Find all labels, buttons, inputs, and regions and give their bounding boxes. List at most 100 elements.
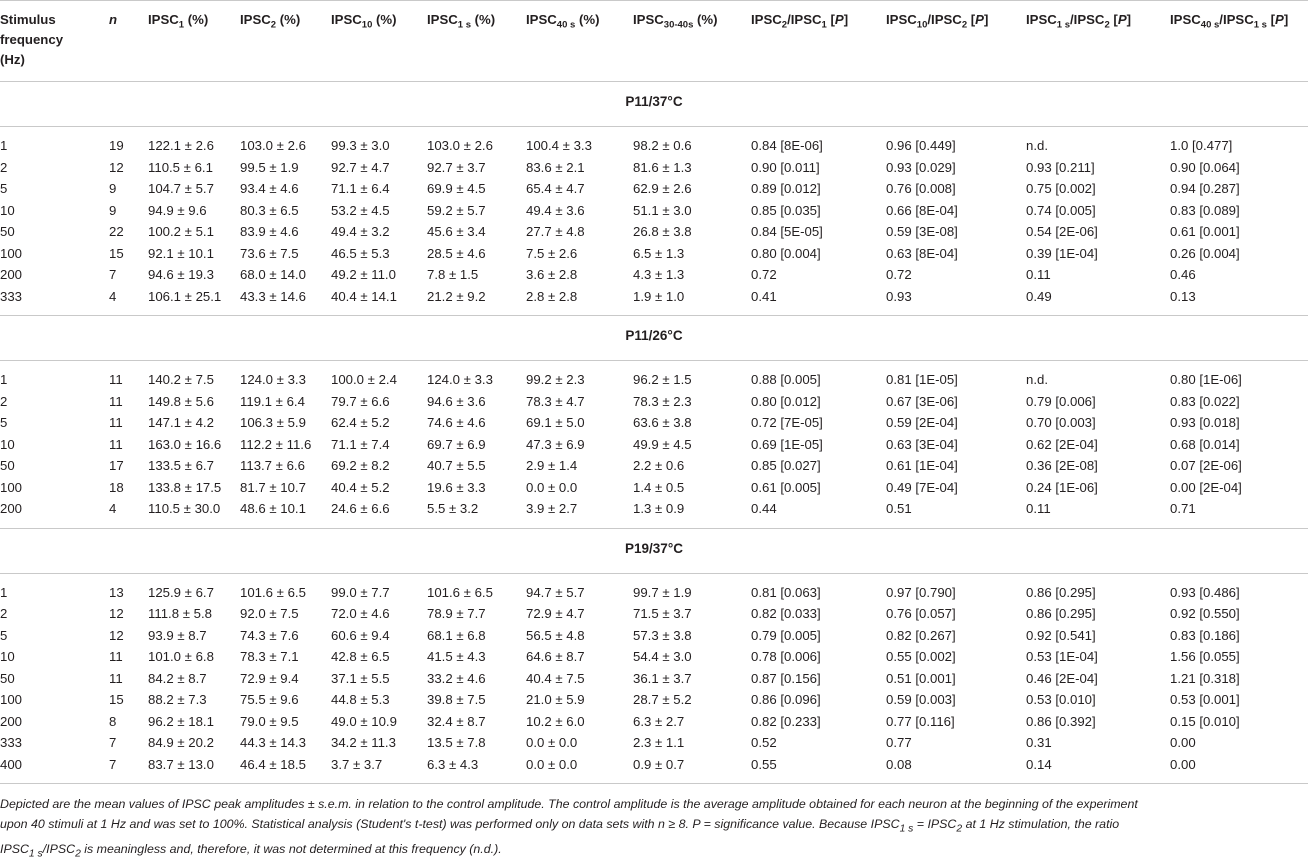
cell-ratio-10-2: 0.97 [0.790] [886, 584, 956, 600]
cell-ipsc1: 125.9 ± 6.7 [148, 584, 214, 600]
table-row: 200 4 110.5 ± 30.0 48.6 ± 10.1 24.6 ± 6.6 5.5… [0, 498, 1308, 520]
cell-frequency: 10 [0, 436, 15, 452]
cell-ratio-10-2: 0.76 [0.008] [886, 181, 956, 196]
cell-ratio-40s-1s: 0.83 [0.022] [1170, 393, 1240, 409]
cell-ipsc1s: 5.5 ± 3.2 [427, 501, 479, 516]
section-title: P19/37°C [0, 529, 1308, 574]
cell-ipsc40s: 65.4 ± 4.7 [526, 181, 585, 196]
cell-frequency: 5 [0, 415, 8, 430]
cell-ipsc1: 84.2 ± 8.7 [148, 670, 207, 686]
cell-n: 15 [109, 692, 124, 707]
cell-frequency: 100 [0, 479, 23, 495]
cell-ipsc30-40s: 0.9 ± 0.7 [633, 756, 685, 772]
cell-ipsc1s: 92.7 ± 3.7 [427, 159, 486, 175]
cell-ratio-1s-2: 0.79 [0.006] [1026, 393, 1096, 409]
cell-ipsc1s: 78.9 ± 7.7 [427, 606, 486, 621]
cell-ipsc2: 119.1 ± 6.4 [240, 393, 305, 409]
cell-ipsc10: 71.1 ± 6.4 [331, 181, 390, 196]
header-ratio-10-2: IPSC10/IPSC2 [P] [886, 12, 989, 31]
cell-n: 18 [109, 479, 124, 495]
table-body: P11/37°C 1 19 122.1 ± 2.6 103.0 ± 2.6 99.3 ± … [0, 82, 1308, 784]
cell-n: 7 [109, 756, 117, 772]
cell-ipsc30-40s: 4.3 ± 1.3 [633, 267, 685, 282]
cell-ipsc2: 44.3 ± 14.3 [240, 735, 306, 750]
cell-ratio-10-2: 0.49 [7E-04] [886, 479, 958, 495]
cell-frequency: 50 [0, 670, 15, 686]
cell-ratio-1s-2: 0.36 [2E-08] [1026, 458, 1098, 473]
cell-ipsc1s: 59.2 ± 5.7 [427, 202, 486, 218]
cell-ratio-40s-1s: 0.15 [0.010] [1170, 713, 1240, 729]
cell-ipsc40s: 21.0 ± 5.9 [526, 692, 585, 707]
cell-ipsc10: 49.4 ± 3.2 [331, 224, 390, 239]
cell-n: 12 [109, 627, 124, 643]
cell-ratio-2-1: 0.88 [0.005] [751, 372, 821, 387]
cell-frequency: 5 [0, 627, 8, 643]
cell-n: 12 [109, 159, 124, 175]
section-title-text: P11/37°C [625, 94, 683, 109]
table-row: 5 9 104.7 ± 5.7 93.4 ± 4.6 71.1 ± 6.4 69.9 ± … [0, 178, 1308, 200]
cell-ipsc2: 101.6 ± 6.5 [240, 584, 306, 600]
cell-n: 12 [109, 606, 124, 621]
cell-ipsc1: 163.0 ± 16.6 [148, 436, 222, 452]
header-ipsc30-40s: IPSC30-40s (%) [633, 12, 718, 31]
table-footnote: Depicted are the mean values of IPSC pea… [0, 784, 1300, 865]
cell-ratio-1s-2: 0.86 [0.295] [1026, 584, 1096, 600]
table-row: 333 4 106.1 ± 25.1 43.3 ± 14.6 40.4 ± 14.1 21… [0, 286, 1308, 308]
table-row: 1 19 122.1 ± 2.6 103.0 ± 2.6 99.3 ± 3.0 103.0… [0, 135, 1308, 157]
cell-ipsc10: 46.5 ± 5.3 [331, 245, 390, 261]
cell-ipsc1: 96.2 ± 18.1 [148, 713, 214, 729]
cell-ratio-10-2: 0.93 [0.029] [886, 159, 956, 175]
cell-ipsc2: 124.0 ± 3.3 [240, 372, 306, 387]
cell-ipsc1: 133.8 ± 17.5 [148, 479, 222, 495]
cell-ipsc10: 92.7 ± 4.7 [331, 159, 390, 175]
cell-ratio-40s-1s: 0.61 [0.001] [1170, 224, 1240, 239]
cell-ratio-1s-2: 0.39 [1E-04] [1026, 245, 1098, 261]
cell-ipsc1: 149.8 ± 5.6 [148, 393, 214, 409]
footnote-line: Depicted are the mean values of IPSC pea… [0, 797, 1138, 811]
cell-ratio-10-2: 0.77 [886, 735, 912, 750]
cell-ratio-2-1: 0.69 [1E-05] [751, 436, 823, 452]
cell-ratio-1s-2: 0.31 [1026, 735, 1052, 750]
cell-ratio-2-1: 0.72 [7E-05] [751, 415, 823, 430]
cell-ratio-40s-1s: 0.71 [1170, 501, 1196, 516]
cell-ratio-2-1: 0.41 [751, 288, 777, 304]
cell-ratio-10-2: 0.96 [0.449] [886, 138, 956, 153]
cell-ipsc2: 93.4 ± 4.6 [240, 181, 299, 196]
cell-ipsc1: 147.1 ± 4.2 [148, 415, 214, 430]
cell-ipsc1: 100.2 ± 5.1 [148, 224, 214, 239]
cell-ratio-40s-1s: 0.00 [1170, 756, 1196, 772]
cell-ratio-40s-1s: 0.83 [0.186] [1170, 627, 1240, 643]
cell-ipsc10: 44.8 ± 5.3 [331, 692, 390, 707]
cell-ipsc40s: 2.8 ± 2.8 [526, 288, 578, 304]
cell-ipsc40s: 0.0 ± 0.0 [526, 756, 578, 772]
cell-ratio-2-1: 0.84 [8E-06] [751, 138, 823, 153]
cell-ratio-40s-1s: 0.07 [2E-06] [1170, 458, 1242, 473]
cell-n: 9 [109, 181, 117, 196]
cell-ipsc1s: 19.6 ± 3.3 [427, 479, 486, 495]
cell-ipsc40s: 27.7 ± 4.8 [526, 224, 585, 239]
cell-n: 9 [109, 202, 117, 218]
table-row: 333 7 84.9 ± 20.2 44.3 ± 14.3 34.2 ± 11.3 13.… [0, 732, 1308, 754]
cell-ipsc40s: 0.0 ± 0.0 [526, 735, 578, 750]
cell-ipsc10: 69.2 ± 8.2 [331, 458, 390, 473]
cell-ipsc1s: 103.0 ± 2.6 [427, 138, 493, 153]
cell-ratio-40s-1s: 0.00 [1170, 735, 1196, 750]
table-row: 200 8 96.2 ± 18.1 79.0 ± 9.5 49.0 ± 10.9 32.4… [0, 711, 1308, 733]
cell-frequency: 5 [0, 181, 8, 196]
cell-frequency: 100 [0, 692, 23, 707]
cell-ipsc40s: 72.9 ± 4.7 [526, 606, 585, 621]
section-title: P11/26°C [0, 316, 1308, 361]
cell-ipsc1: 106.1 ± 25.1 [148, 288, 222, 304]
cell-n: 7 [109, 267, 117, 282]
cell-frequency: 1 [0, 584, 8, 600]
cell-ipsc30-40s: 49.9 ± 4.5 [633, 436, 692, 452]
cell-ratio-1s-2: 0.49 [1026, 288, 1052, 304]
cell-ipsc1s: 94.6 ± 3.6 [427, 393, 486, 409]
cell-n: 8 [109, 713, 117, 729]
cell-ipsc2: 79.0 ± 9.5 [240, 713, 299, 729]
cell-ipsc1: 94.6 ± 19.3 [148, 267, 214, 282]
header-ratio-40s-1s: IPSC40 s/IPSC1 s [P] [1170, 12, 1289, 31]
cell-ipsc30-40s: 26.8 ± 3.8 [633, 224, 692, 239]
cell-ipsc2: 80.3 ± 6.5 [240, 202, 299, 218]
cell-ratio-1s-2: 0.53 [0.010] [1026, 692, 1096, 707]
